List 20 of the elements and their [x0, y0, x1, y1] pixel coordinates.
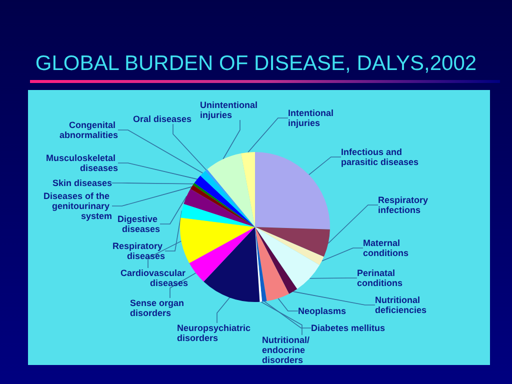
slice-label: Diseases of the genitourinary system [43, 191, 112, 221]
slice-label: Infectious and parasitic diseases [341, 147, 419, 167]
slice-label: Skin diseases [52, 178, 112, 188]
slice-label: Neuropsychiatric disorders [177, 323, 254, 343]
slice-label: Sense organ disorders [130, 298, 187, 318]
slice-label: Intentional injuries [288, 108, 336, 128]
slice-label: Maternal conditions [363, 238, 408, 258]
slice-label: Oral diseases [133, 114, 192, 124]
slice-label: Respiratory diseases [112, 241, 165, 261]
slice-label: Musculoskeletal diseases [46, 153, 118, 173]
slice-label: Congenital abnormalities [59, 120, 118, 140]
slice-label: Nutritional/endocrine disorders [262, 335, 310, 365]
slice-label: Unintentional injuries [200, 100, 260, 120]
chart-title: GLOBAL BURDEN OF DISEASE, DALYS,2002 [34, 52, 478, 76]
slice-label: Diabetes mellitus [311, 323, 386, 333]
slice-label: Digestive diseases [117, 214, 160, 234]
slice-label: Perinatal conditions [357, 268, 402, 288]
slice-label: Nutritional deficiencies [375, 295, 427, 315]
slice-label: Neoplasms [298, 306, 346, 316]
slice-label: Respiratory infections [378, 195, 431, 215]
